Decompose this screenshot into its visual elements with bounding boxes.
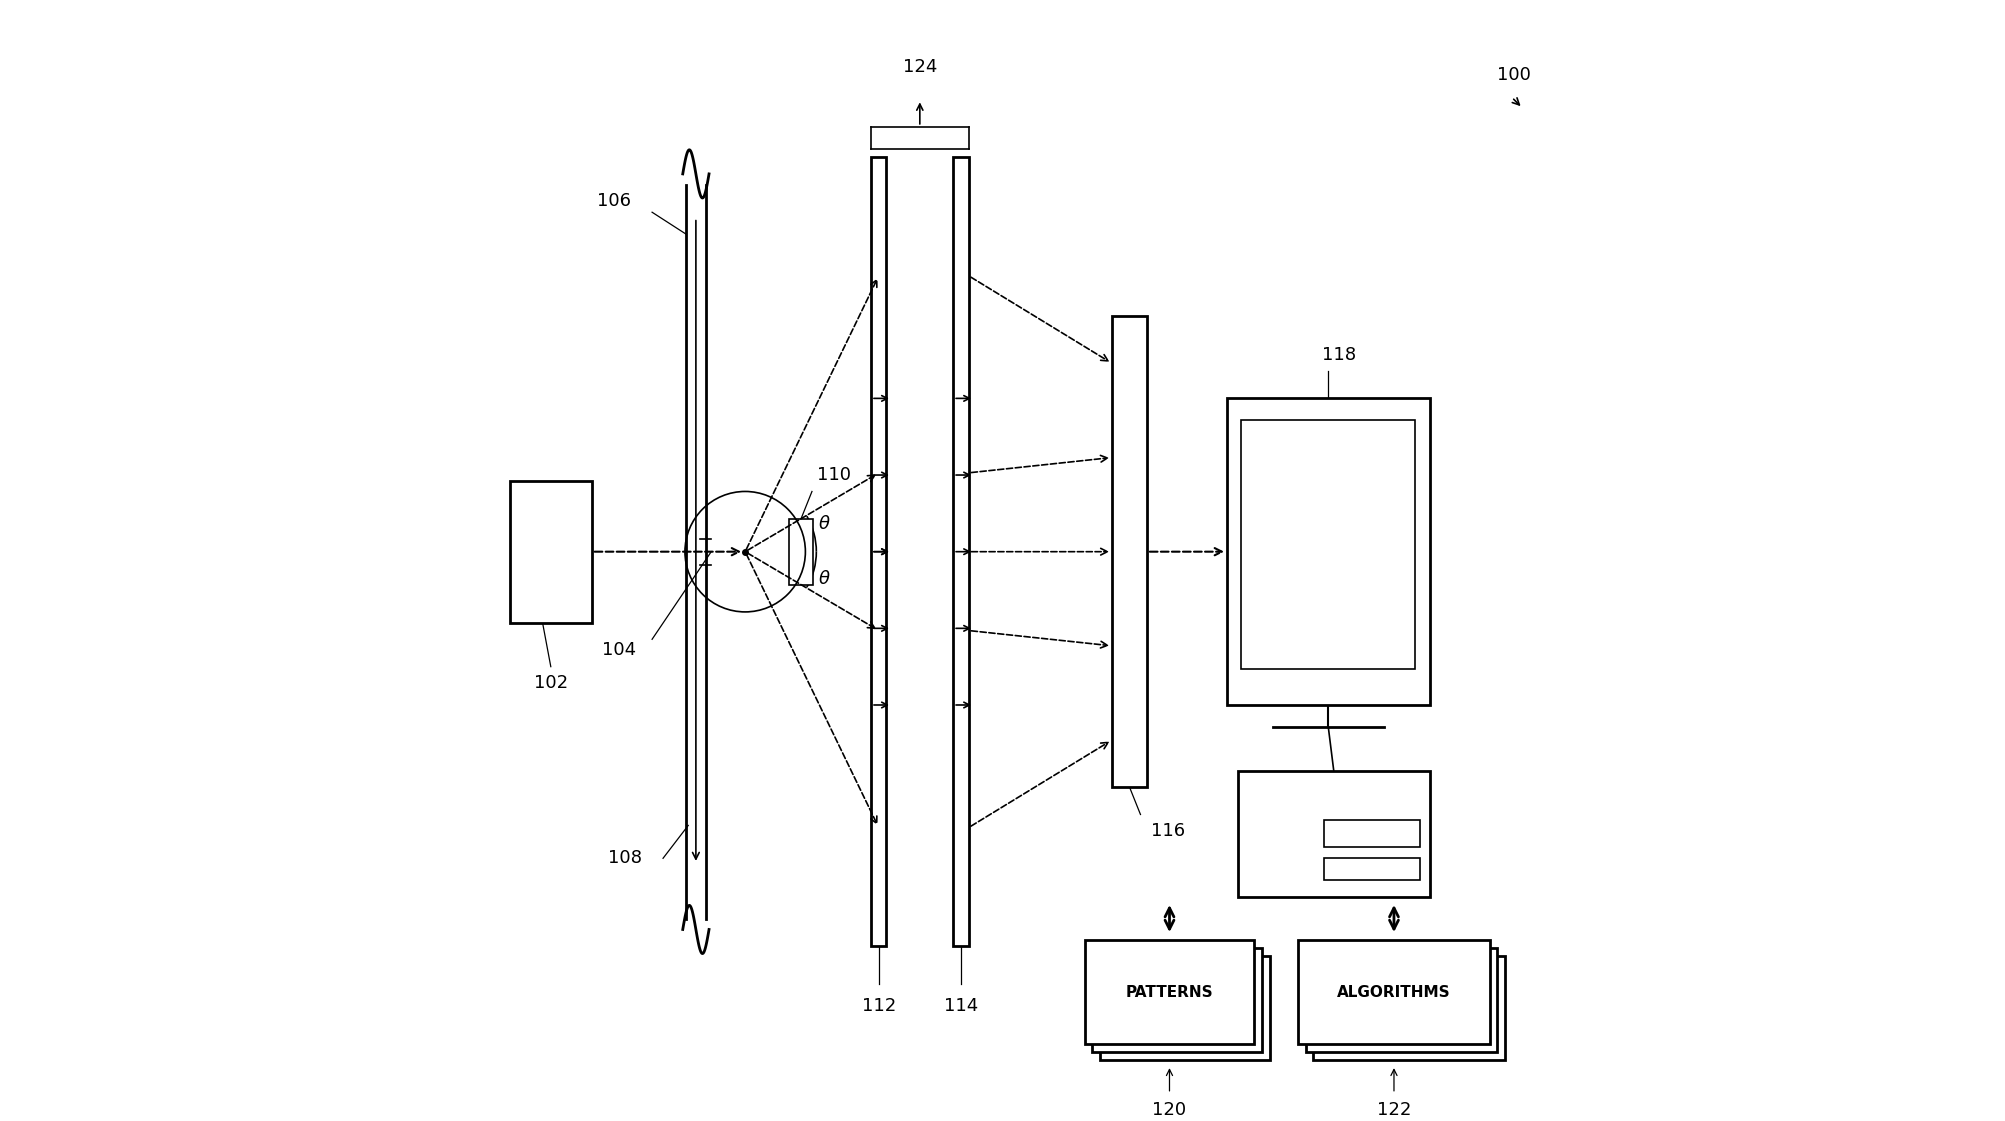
Text: 122: 122 — [1377, 1101, 1412, 1119]
Text: 110: 110 — [816, 466, 850, 484]
Text: 108: 108 — [608, 850, 642, 868]
Bar — [790, 519, 814, 584]
Text: 102: 102 — [533, 674, 567, 692]
Text: 106: 106 — [597, 193, 632, 211]
Bar — [870, 157, 886, 946]
Bar — [1227, 398, 1430, 705]
Bar — [1297, 941, 1490, 1045]
Bar — [1237, 771, 1430, 897]
Text: 118: 118 — [1321, 345, 1355, 363]
Bar — [1313, 956, 1506, 1059]
Bar — [509, 481, 591, 623]
Text: 104: 104 — [602, 641, 636, 659]
Bar — [1323, 859, 1420, 880]
Text: ALGORITHMS: ALGORITHMS — [1337, 985, 1452, 1000]
Bar — [1085, 941, 1255, 1045]
Text: 116: 116 — [1151, 822, 1185, 840]
Bar — [1241, 419, 1416, 669]
Text: 100: 100 — [1498, 66, 1532, 84]
Bar — [952, 157, 968, 946]
Bar — [1323, 819, 1420, 847]
Text: $\theta$: $\theta$ — [818, 571, 830, 589]
Text: 124: 124 — [902, 57, 936, 75]
Bar — [1305, 948, 1498, 1053]
Bar — [1101, 956, 1269, 1059]
Text: 112: 112 — [862, 997, 896, 1016]
Bar — [1093, 948, 1261, 1053]
Bar — [1113, 316, 1147, 787]
Text: $\theta$: $\theta$ — [818, 516, 830, 534]
Text: 120: 120 — [1153, 1101, 1187, 1119]
Text: 114: 114 — [944, 997, 978, 1016]
Text: PATTERNS: PATTERNS — [1125, 985, 1213, 1000]
